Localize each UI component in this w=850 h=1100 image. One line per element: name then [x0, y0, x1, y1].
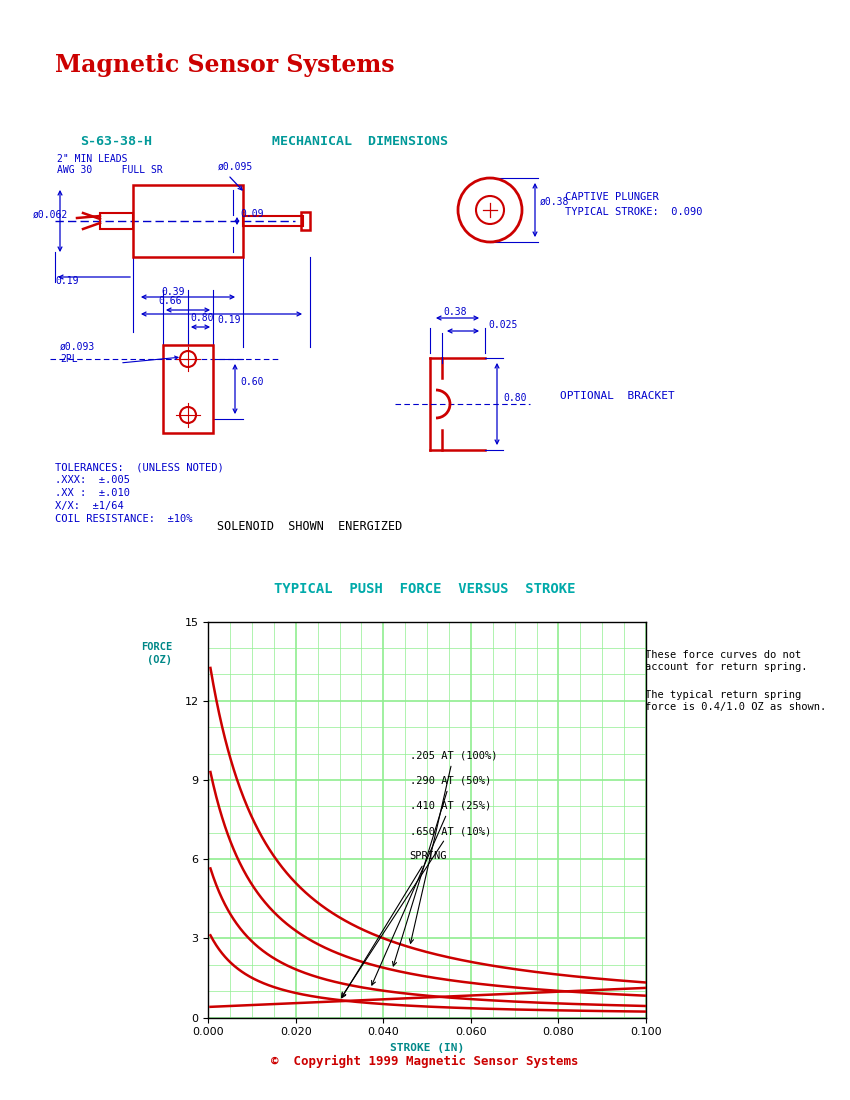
Text: MECHANICAL  DIMENSIONS: MECHANICAL DIMENSIONS: [272, 135, 448, 149]
Text: These force curves do not
account for return spring.: These force curves do not account for re…: [645, 650, 808, 672]
Text: The typical return spring
force is 0.4/1.0 OZ as shown.: The typical return spring force is 0.4/1…: [645, 690, 826, 712]
Text: ø0.062: ø0.062: [33, 210, 68, 220]
Text: 0.60: 0.60: [240, 377, 264, 387]
Text: X/X:  ±1/64: X/X: ±1/64: [55, 500, 124, 512]
Text: FORCE: FORCE: [141, 642, 172, 652]
Text: 0.38: 0.38: [443, 307, 467, 317]
Text: ø0.093: ø0.093: [60, 342, 95, 352]
Bar: [243, 216, 303, 225]
Text: .XX :  ±.010: .XX : ±.010: [55, 488, 130, 498]
Text: .290 AT (50%): .290 AT (50%): [393, 776, 490, 966]
X-axis label: STROKE (IN): STROKE (IN): [390, 1043, 464, 1053]
Text: .XXX:  ±.005: .XXX: ±.005: [55, 475, 130, 485]
Text: SOLENOID  SHOWN  ENERGIZED: SOLENOID SHOWN ENERGIZED: [218, 520, 403, 534]
Bar: [163, 345, 213, 433]
Text: 0.80: 0.80: [190, 314, 213, 323]
Text: 0.80: 0.80: [503, 393, 526, 403]
Bar: [100, 213, 133, 229]
Text: 0.025: 0.025: [488, 320, 518, 330]
Text: SPRING: SPRING: [342, 851, 447, 998]
Text: .650 AT (10%): .650 AT (10%): [342, 826, 490, 997]
Text: 2PL: 2PL: [60, 354, 77, 364]
Text: .410 AT (25%): .410 AT (25%): [371, 801, 490, 986]
Text: 0.66: 0.66: [158, 296, 182, 306]
Text: 0.19: 0.19: [55, 276, 78, 286]
Text: 2" MIN LEADS: 2" MIN LEADS: [57, 154, 128, 164]
Text: Magnetic Sensor Systems: Magnetic Sensor Systems: [55, 53, 394, 77]
Text: ø0.38: ø0.38: [540, 197, 570, 207]
Text: TYPICAL STROKE:  0.090: TYPICAL STROKE: 0.090: [565, 207, 702, 217]
Text: 0.19: 0.19: [217, 315, 241, 324]
Bar: [301, 212, 310, 230]
Text: AWG 30     FULL SR: AWG 30 FULL SR: [57, 165, 162, 175]
Text: 0.09: 0.09: [240, 209, 264, 219]
Text: (OZ): (OZ): [147, 654, 172, 666]
Bar: [133, 185, 243, 257]
Text: TOLERANCES:  (UNLESS NOTED): TOLERANCES: (UNLESS NOTED): [55, 462, 224, 472]
Text: CAPTIVE PLUNGER: CAPTIVE PLUNGER: [565, 192, 659, 202]
Text: ø0.095: ø0.095: [218, 162, 253, 172]
Text: OPTIONAL  BRACKET: OPTIONAL BRACKET: [560, 390, 675, 402]
Text: COIL RESISTANCE:  ±10%: COIL RESISTANCE: ±10%: [55, 514, 192, 524]
Text: S-63-38-H: S-63-38-H: [80, 135, 152, 149]
Text: ©  Copyright 1999 Magnetic Sensor Systems: © Copyright 1999 Magnetic Sensor Systems: [271, 1055, 579, 1068]
Text: .205 AT (100%): .205 AT (100%): [410, 751, 497, 944]
Text: TYPICAL  PUSH  FORCE  VERSUS  STROKE: TYPICAL PUSH FORCE VERSUS STROKE: [275, 582, 575, 596]
Text: 0.39: 0.39: [161, 287, 184, 297]
